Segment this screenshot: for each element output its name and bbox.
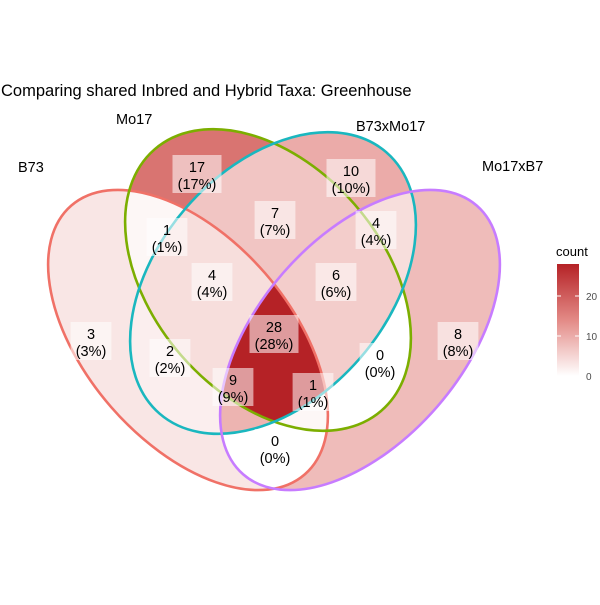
region-count: 28: [266, 320, 282, 336]
region-label-b73-b73xmo17: 2(2%): [149, 339, 191, 377]
legend-colorbar: [557, 264, 579, 376]
legend-title: count: [556, 244, 588, 259]
region-percent: (3%): [76, 344, 107, 360]
legend-tick-label: 0: [586, 372, 592, 383]
region-label-b73-mo17: 1(1%): [146, 218, 188, 256]
chart-title: Comparing shared Inbred and Hybrid Taxa:…: [1, 82, 412, 100]
region-label-b73-mo17-b73xmo17-mo17xb7: 28(28%): [249, 315, 299, 353]
region-count: 4: [208, 268, 216, 284]
region-count: 8: [454, 327, 462, 343]
legend-tick-label: 10: [586, 332, 598, 343]
region-label-b73-b73xmo17-mo17xb7: 9(9%): [212, 368, 254, 406]
region-label-bg: [212, 368, 254, 406]
region-percent: (9%): [218, 390, 249, 406]
region-label-bg: [254, 201, 296, 239]
region-percent: (4%): [361, 233, 392, 249]
region-label-b73-mo17-b73xmo17: 4(4%): [191, 263, 233, 301]
region-count: 10: [343, 164, 359, 180]
region-percent: (0%): [365, 365, 396, 381]
region-label-bg: [292, 373, 334, 411]
region-label-mo17-b73xmo17-mo17xb7: 6(6%): [315, 263, 357, 301]
region-label-bg: [355, 211, 397, 249]
region-label-bg: [249, 315, 299, 353]
region-label-bg: [146, 218, 188, 256]
region-label-b73xmo17-mo17xb7: 4(4%): [355, 211, 397, 249]
region-label-bg: [254, 429, 296, 467]
region-label-bg: [191, 263, 233, 301]
region-count: 1: [163, 223, 171, 239]
region-label-bg: [172, 155, 222, 193]
region-count: 1: [309, 378, 317, 394]
region-label-bg: [437, 322, 479, 360]
region-percent: (1%): [152, 240, 183, 256]
region-label-mo17xb7: 8(8%): [437, 322, 479, 360]
region-percent: (10%): [332, 181, 371, 197]
region-percent: (1%): [298, 395, 329, 411]
region-percent: (8%): [443, 344, 474, 360]
region-count: 9: [229, 373, 237, 389]
legend-tick-label: 20: [586, 292, 598, 303]
region-label-b73xmo17: 10(10%): [326, 159, 376, 197]
region-count: 17: [189, 160, 205, 176]
region-label-bg: [315, 263, 357, 301]
region-count: 7: [271, 206, 279, 222]
region-label-b73-mo17xb7: 0(0%): [254, 429, 296, 467]
region-percent: (7%): [260, 223, 291, 239]
b73-outline: [46, 188, 330, 492]
legend-ticks: 20 10 0: [557, 292, 598, 383]
region-label-bg: [149, 339, 191, 377]
region-label-mo17: 17(17%): [172, 155, 222, 193]
region-label-bg: [359, 343, 401, 381]
region-percent: (6%): [321, 285, 352, 301]
region-label-bg: [70, 322, 112, 360]
region-count: 4: [372, 216, 380, 232]
region-count: 3: [87, 327, 95, 343]
region-percent: (2%): [155, 361, 186, 377]
region-percent: (17%): [178, 177, 217, 193]
region-count: 0: [376, 348, 384, 364]
region-count: 6: [332, 268, 340, 284]
set-label-b73xmo17: B73xMo17: [356, 119, 425, 135]
region-label-mo17-b73xmo17: 7(7%): [254, 201, 296, 239]
region-percent: (28%): [255, 337, 294, 353]
set-label-mo17xb7: Mo17xB7: [482, 159, 543, 175]
region-label-bg: [326, 159, 376, 197]
mo17xb7-outline: [218, 188, 502, 492]
region-labels: 3(3%)17(17%)10(10%)8(8%)1(1%)7(7%) 4(4%)4…: [70, 155, 479, 467]
set-label-mo17: Mo17: [116, 112, 152, 128]
region-count: 2: [166, 344, 174, 360]
region-label-mo17-mo17xb7: 0(0%): [359, 343, 401, 381]
region-label-b73: 3(3%): [70, 322, 112, 360]
color-legend: count 20 10 0: [556, 244, 598, 383]
region-percent: (4%): [197, 285, 228, 301]
region-percent: (0%): [260, 451, 291, 467]
region-label-b73-mo17-mo17xb7: 1(1%): [292, 373, 334, 411]
set-label-b73: B73: [18, 160, 44, 176]
region-count: 0: [271, 434, 279, 450]
